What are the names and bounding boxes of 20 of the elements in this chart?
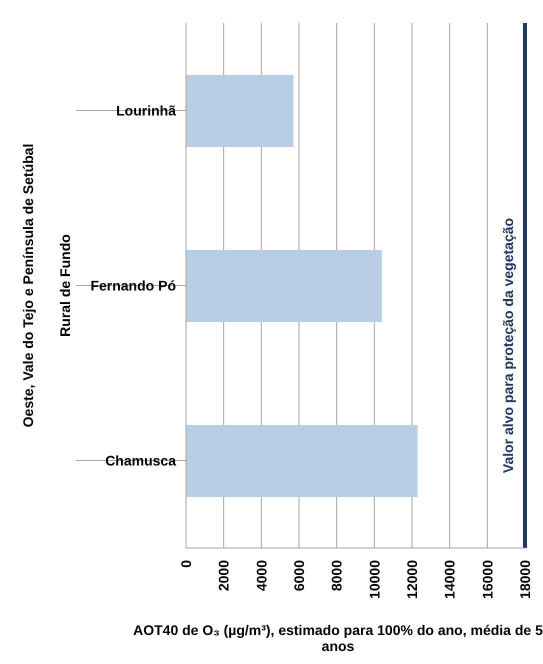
x-tick-label: 10000 [366,560,382,599]
x-tick-label: 16000 [479,560,496,599]
x-tick-label: 8000 [328,560,345,592]
text: Oeste, Vale do Tejo e Península de Setúbal [20,144,36,428]
x-tick-label: 18000 [517,560,533,599]
bar [186,250,382,322]
y-tick-label: Fernando Pó [90,278,176,294]
bar [186,425,418,497]
text: Rural de Fundo [57,234,73,337]
x-tick-label: 12000 [404,560,420,599]
y-tick-label: Lourinhã [116,102,176,118]
ref-line-label: Valor alvo para proteção da vegetação [500,218,516,474]
y-tick-label: Chamusca [105,452,176,468]
x-tick-label: 2000 [216,560,232,592]
x-axis-title: AOT40 de O₃ (µg/m³), estimado para 100% do ano, média de 5 anos [132,622,543,654]
x-tick-label: 14000 [442,560,458,599]
x-tick-label: 0 [178,560,194,568]
x-tick-label: 4000 [253,560,270,592]
bar [186,75,294,147]
x-tick-label: 6000 [291,560,307,592]
